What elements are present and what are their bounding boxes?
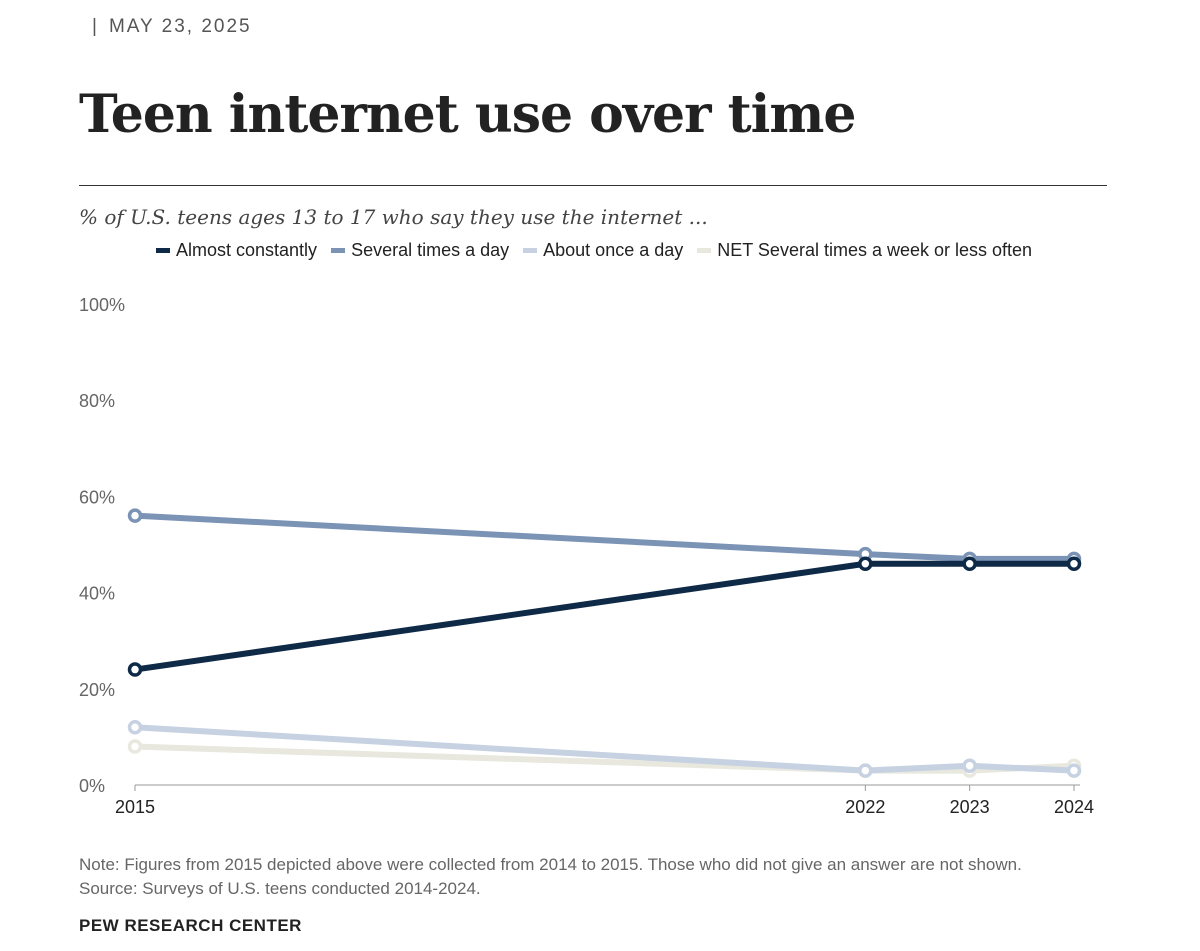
x-tick-label: 2022 [845,797,885,817]
y-tick-label: 40% [79,584,115,604]
y-tick-label: 60% [79,487,115,507]
legend-item: NET Several times a week or less often [697,240,1032,261]
legend-swatch [523,248,538,253]
date-text: MAY 23, 2025 [108,16,252,37]
chart-notes: Note: Figures from 2015 depicted above w… [79,853,1119,901]
note-text: Note: Figures from 2015 depicted above w… [79,855,1022,874]
data-point [127,508,143,523]
legend-swatch [331,248,346,253]
series-line [132,560,1077,673]
data-point [127,739,143,754]
x-tick-label: 2024 [1054,797,1094,817]
series-line [132,512,1077,562]
data-point [127,720,143,735]
series-line [132,724,1077,774]
chart-legend: Almost constantly Several times a day Abou… [156,240,1046,261]
legend-swatch [156,248,170,253]
publish-date: | MAY 23, 2025 [92,16,252,38]
data-point [962,556,977,571]
data-point [962,758,977,774]
data-point [858,763,873,778]
legend-label: Several times a day [351,240,510,260]
data-point [127,662,143,677]
page-title: Teen internet use over time [79,84,857,145]
y-tick-label: 0% [79,776,105,796]
source-text: Source: Surveys of U.S. teens conducted … [79,879,481,898]
x-tick-label: 2023 [950,797,990,817]
y-tick-label: 80% [79,391,115,411]
data-point [858,556,873,571]
legend-label: NET Several times a week or less often [717,240,1033,260]
x-tick-label: 2015 [115,797,155,817]
data-point [1066,556,1082,571]
y-tick-label: 100% [79,295,125,315]
legend-swatch [697,248,712,253]
date-separator: | [92,16,97,37]
legend-label: About once a day [543,240,684,260]
y-tick-label: 20% [79,680,115,700]
legend-item: Almost constantly [156,240,317,261]
title-divider [79,185,1107,186]
brand-name: PEW RESEARCH CENTER [79,916,302,935]
legend-item: Several times a day [331,240,509,261]
legend-label: Almost constantly [176,240,318,260]
legend-item: About once a day [523,240,683,261]
data-point [1066,763,1082,778]
chart-subtitle: % of U.S. teens ages 13 to 17 who say th… [79,205,708,229]
